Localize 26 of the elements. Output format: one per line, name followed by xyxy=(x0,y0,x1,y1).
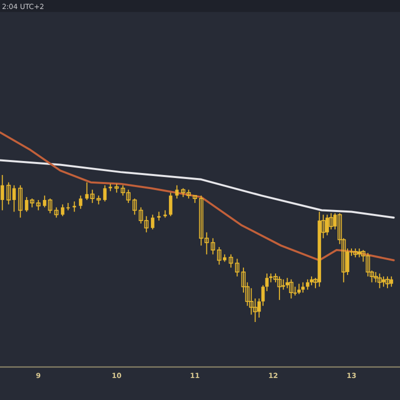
candlestick xyxy=(289,278,294,299)
candlestick xyxy=(297,283,301,295)
candlestick xyxy=(66,202,70,211)
candlestick xyxy=(378,272,382,289)
candlestick xyxy=(301,282,305,294)
candlestick xyxy=(72,200,76,212)
candlestick xyxy=(306,278,310,290)
candlestick xyxy=(390,276,394,288)
candlestick xyxy=(228,254,234,268)
candlestick xyxy=(150,214,154,230)
candlestick xyxy=(385,276,390,289)
candlestick xyxy=(132,198,137,216)
candlestick xyxy=(168,192,172,217)
candlestick xyxy=(36,199,41,211)
candlestick xyxy=(277,276,282,300)
candlestick xyxy=(60,204,64,217)
candlestick xyxy=(0,174,4,211)
candlestick xyxy=(235,258,240,277)
candlestick xyxy=(293,286,297,296)
candlestick xyxy=(54,206,59,218)
candlestick xyxy=(210,238,216,255)
candlestick xyxy=(382,276,386,288)
candlestick xyxy=(175,184,179,200)
candlestick xyxy=(78,195,82,210)
candlestick xyxy=(18,184,22,218)
candlestick xyxy=(103,184,107,202)
